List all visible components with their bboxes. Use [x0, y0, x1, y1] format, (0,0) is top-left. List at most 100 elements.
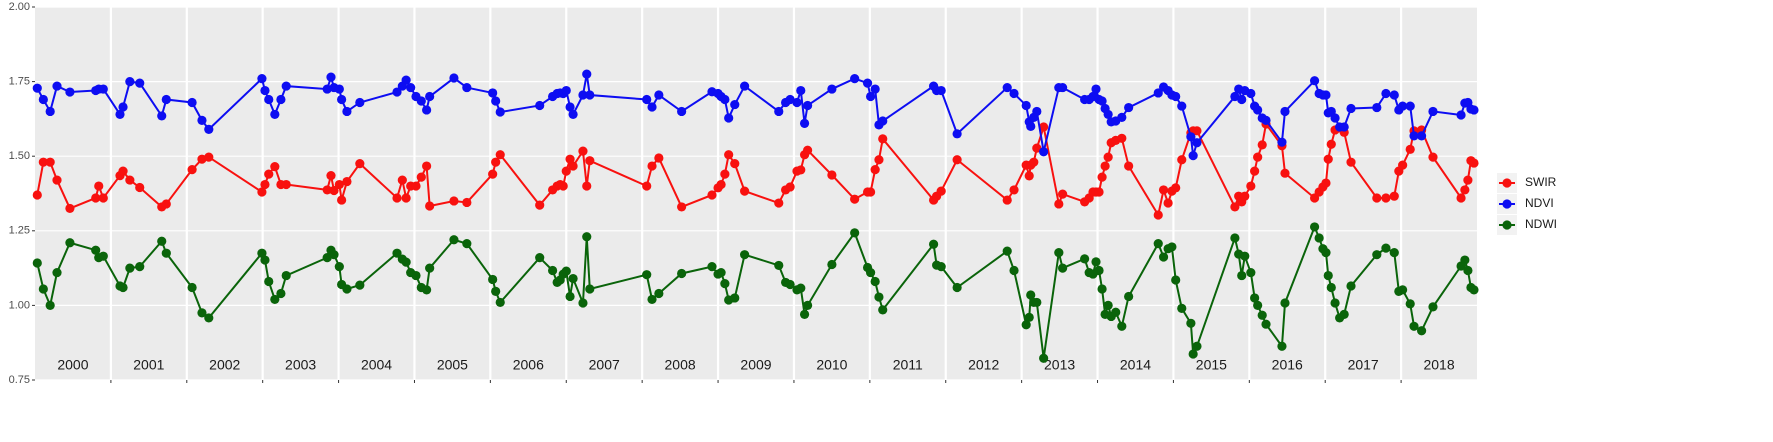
data-point	[397, 175, 407, 185]
data-point	[558, 181, 568, 191]
data-point	[1409, 321, 1419, 331]
data-point	[578, 146, 588, 156]
data-point	[774, 106, 784, 117]
data-point	[870, 276, 880, 287]
data-point	[1323, 270, 1333, 281]
data-point	[135, 182, 145, 193]
data-point	[65, 238, 75, 248]
data-point	[1153, 210, 1163, 220]
data-point	[260, 255, 270, 265]
year-label: 2007	[589, 357, 620, 373]
data-point	[952, 155, 962, 165]
data-point	[1029, 157, 1039, 167]
data-point	[1009, 265, 1019, 276]
data-point	[98, 193, 108, 203]
data-point	[568, 109, 578, 120]
data-point	[1124, 291, 1134, 302]
data-point	[1428, 302, 1438, 312]
data-point	[1002, 82, 1012, 93]
data-point	[654, 90, 664, 100]
data-point	[392, 248, 402, 258]
data-point	[495, 150, 505, 160]
data-point	[1280, 106, 1290, 117]
data-point	[1240, 251, 1250, 261]
data-point	[792, 97, 802, 108]
legend-label: NDWI	[1525, 217, 1557, 231]
data-point	[730, 293, 740, 303]
data-point	[578, 90, 588, 100]
data-point	[1026, 290, 1036, 300]
data-point	[449, 235, 459, 245]
data-point	[740, 186, 750, 196]
data-point	[1177, 155, 1187, 165]
data-point	[716, 267, 726, 278]
data-point	[774, 260, 784, 271]
data-point	[45, 157, 55, 167]
data-point	[91, 193, 101, 203]
data-point	[1097, 172, 1107, 182]
legend-marker	[1502, 199, 1512, 209]
year-label: 2001	[133, 357, 164, 373]
data-point	[730, 159, 740, 169]
year-label: 2017	[1348, 357, 1379, 373]
data-point	[161, 94, 171, 105]
data-point	[1246, 181, 1256, 191]
data-point	[495, 107, 505, 117]
data-point	[1463, 265, 1473, 276]
data-point	[936, 186, 946, 196]
data-point	[1460, 255, 1470, 265]
data-point	[1039, 353, 1049, 363]
data-point	[568, 161, 578, 171]
data-point	[585, 284, 595, 294]
data-point	[870, 84, 880, 94]
data-point	[1230, 233, 1240, 243]
data-point	[52, 267, 62, 278]
data-point	[850, 194, 860, 204]
data-point	[257, 248, 267, 258]
data-point	[1167, 242, 1177, 252]
data-point	[276, 94, 286, 105]
data-point	[535, 200, 545, 210]
data-point	[716, 179, 726, 190]
data-point	[1103, 300, 1113, 310]
data-point	[1398, 101, 1408, 111]
data-point	[1253, 300, 1263, 310]
data-point	[878, 116, 888, 126]
data-point	[495, 297, 505, 308]
data-point	[1058, 263, 1068, 273]
data-point	[1469, 285, 1479, 295]
data-point	[355, 97, 365, 108]
data-point	[91, 245, 101, 255]
data-point	[1372, 250, 1382, 260]
data-point	[270, 162, 280, 172]
data-point	[1240, 191, 1250, 201]
data-point	[187, 282, 197, 293]
data-point	[276, 288, 286, 299]
data-point	[1097, 96, 1107, 106]
data-point	[1230, 202, 1240, 212]
data-point	[707, 262, 717, 272]
data-point	[1171, 183, 1181, 193]
data-point	[1409, 131, 1419, 141]
year-label: 2011	[893, 357, 923, 373]
data-point	[197, 115, 207, 125]
data-point	[392, 87, 402, 97]
data-point	[1372, 193, 1382, 203]
data-point	[1094, 187, 1104, 197]
data-point	[774, 198, 784, 208]
data-point	[1253, 105, 1263, 115]
data-point	[936, 85, 946, 96]
data-point	[803, 100, 813, 111]
data-point	[1330, 113, 1340, 123]
data-point	[1009, 185, 1019, 195]
data-point	[65, 87, 75, 97]
data-point	[1339, 309, 1349, 319]
data-point	[488, 169, 498, 179]
data-point	[462, 239, 472, 249]
data-point	[416, 96, 426, 106]
data-point	[1405, 101, 1415, 111]
data-point	[422, 161, 432, 171]
data-point	[803, 145, 813, 155]
data-point	[1389, 247, 1399, 258]
